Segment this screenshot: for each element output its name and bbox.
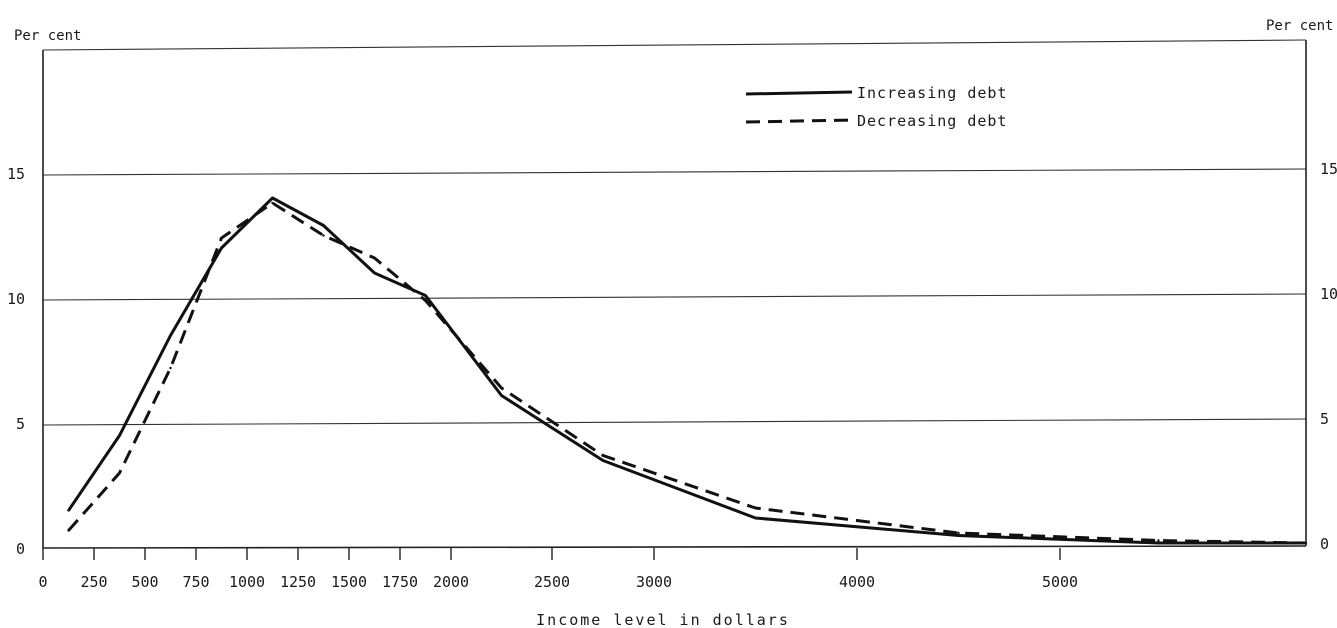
x-tick-label-1750: 1750 xyxy=(382,573,418,591)
data-point-decreasing-debt-7 xyxy=(424,299,427,302)
data-point-decreasing-debt-10 xyxy=(754,506,757,510)
y-tick-label-right-15: 15 xyxy=(1320,160,1337,178)
data-point-increasing-debt-10 xyxy=(754,516,757,520)
data-point-increasing-debt-4 xyxy=(271,196,274,200)
left-unit-label: Per cent xyxy=(14,28,81,44)
x-tick-label-3000: 3000 xyxy=(636,573,672,591)
axes xyxy=(42,40,1307,549)
x-tick-label-4000: 4000 xyxy=(839,573,875,591)
legend-swatch-decreasing-debt xyxy=(745,118,853,124)
gridline-y-15 xyxy=(42,168,1307,176)
y-tick-label-right-10: 10 xyxy=(1320,285,1337,303)
data-point-increasing-debt-7 xyxy=(424,294,427,297)
series-line-decreasing-debt xyxy=(67,201,1307,545)
data-point-decreasing-debt-1 xyxy=(118,471,121,475)
data-point-decreasing-debt-2 xyxy=(169,366,172,370)
series-line-increasing-debt xyxy=(67,196,1306,545)
data-point-increasing-debt-8 xyxy=(500,394,503,397)
x-tick-label-1250: 1250 xyxy=(280,573,316,591)
data-point-decreasing-debt-9 xyxy=(601,454,605,457)
x-tick-label-1000: 1000 xyxy=(229,573,265,591)
data-point-increasing-debt-11 xyxy=(957,534,960,537)
data-point-decreasing-debt-4 xyxy=(271,201,274,205)
legend-label-decreasing-debt: Decreasing debt xyxy=(857,112,1007,130)
x-tick-label-2000: 2000 xyxy=(433,573,469,591)
gridline-top xyxy=(42,39,1307,51)
data-point-decreasing-debt-0 xyxy=(67,529,70,532)
right-unit-label: Per cent xyxy=(1266,18,1333,34)
legend-swatch-increasing-debt xyxy=(745,90,853,96)
x-tick-label-2500: 2500 xyxy=(534,573,570,591)
x-tick-label-250: 250 xyxy=(80,573,107,591)
gridline-y-10 xyxy=(42,293,1307,301)
y-tick-label-left-5: 5 xyxy=(16,415,25,433)
data-point-increasing-debt-3 xyxy=(220,246,223,250)
data-point-increasing-debt-12 xyxy=(1157,541,1160,545)
x-axis-line xyxy=(42,545,1307,549)
data-point-increasing-debt-9 xyxy=(601,459,605,462)
data-point-decreasing-debt-5 xyxy=(322,234,325,237)
legend-label-increasing-debt: Increasing debt xyxy=(857,84,1007,102)
y-tick-label-left-10: 10 xyxy=(7,290,25,308)
y-tick-label-left-15: 15 xyxy=(7,165,25,183)
data-point-increasing-debt-6 xyxy=(373,271,376,275)
x-tick-label-1500: 1500 xyxy=(331,573,367,591)
data-point-decreasing-debt-12 xyxy=(1157,539,1160,542)
y-tick-label-left-0: 0 xyxy=(16,540,25,558)
gridline-y-5 xyxy=(42,418,1307,426)
x-tick-label-5000: 5000 xyxy=(1042,573,1078,591)
data-point-increasing-debt-0 xyxy=(67,509,70,512)
y-tick-label-right-5: 5 xyxy=(1320,410,1329,428)
x-tick-label-750: 750 xyxy=(182,573,209,591)
y-tick-label-right-0: 0 xyxy=(1320,535,1329,553)
tick-marks xyxy=(42,548,1061,560)
gridlines xyxy=(42,39,1307,426)
data-point-decreasing-debt-8 xyxy=(500,386,503,390)
x-tick-label-500: 500 xyxy=(131,573,158,591)
data-point-increasing-debt-2 xyxy=(169,334,172,337)
series-lines xyxy=(67,196,1308,545)
legend: Increasing debt Decreasing debt xyxy=(745,84,1007,130)
x-tick-label-0: 0 xyxy=(38,573,47,591)
data-point-decreasing-debt-11 xyxy=(957,531,960,535)
data-point-decreasing-debt-6 xyxy=(373,256,376,260)
data-point-increasing-debt-1 xyxy=(118,434,121,437)
data-point-decreasing-debt-3 xyxy=(220,236,223,240)
data-point-increasing-debt-5 xyxy=(322,224,325,227)
x-axis-title: Income level in dollars xyxy=(536,611,790,628)
